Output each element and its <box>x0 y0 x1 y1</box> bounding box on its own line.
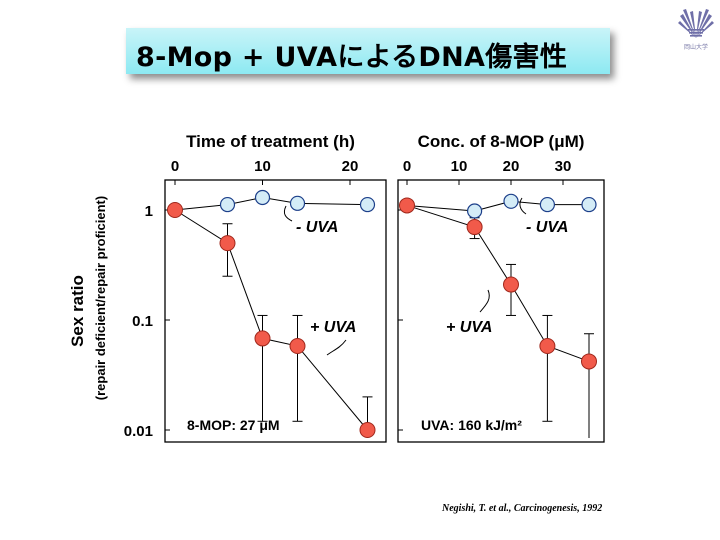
x-tick-label: 10 <box>254 158 271 175</box>
point-plus-uva <box>167 202 183 218</box>
x-tick-label: 10 <box>451 158 468 175</box>
annotation-arrow-right-minus <box>519 197 527 215</box>
x-axis-label: Time of treatment (h) <box>186 132 355 151</box>
x-tick-label: 0 <box>171 158 179 175</box>
x-axis-label: Conc. of 8-MOP (μM) <box>418 132 585 151</box>
point-minus-uva <box>359 196 376 213</box>
point-plus-uva <box>399 197 415 214</box>
title-box: 8-Mop + UVAによるDNA傷害性 <box>126 28 610 74</box>
panel-annotation: UVA: 160 kJ/m² <box>421 417 522 433</box>
series-label-plus-uva: + UVA <box>446 319 492 336</box>
point-minus-uva <box>289 195 306 211</box>
panel-frame <box>397 179 605 443</box>
panel-frame <box>164 179 387 443</box>
point-plus-uva <box>581 353 597 370</box>
annotation-arrow-left-minus <box>283 205 293 222</box>
slide-title: 8-Mop + UVAによるDNA傷害性 <box>136 42 568 73</box>
logo-text: 岡山大学 <box>683 45 708 51</box>
citation: Negishi, T. et al., Carcinogenesis, 1992 <box>442 503 603 514</box>
point-plus-uva <box>219 235 236 252</box>
series-line-minus-uva <box>174 196 368 211</box>
x-tick-label: 20 <box>503 158 520 175</box>
annotation-arrow-right-plus <box>479 289 490 313</box>
point-minus-uva <box>467 203 483 219</box>
series-line-minus-uva <box>406 200 589 212</box>
point-plus-uva <box>359 422 376 438</box>
point-plus-uva <box>503 276 519 293</box>
point-minus-uva <box>254 189 271 206</box>
wing-emblem-icon <box>678 9 714 38</box>
point-plus-uva <box>539 338 556 355</box>
y-axis-sublabel: (repair deficient/repair proficient) <box>93 196 108 400</box>
y-tick-label: 1 <box>145 203 153 220</box>
point-plus-uva <box>254 330 271 347</box>
y-axis-label: Sex ratio <box>68 275 87 347</box>
annotation-arrow-left-plus <box>326 339 347 356</box>
y-tick-label: 0.01 <box>124 423 153 440</box>
point-plus-uva <box>289 338 306 355</box>
series-label-minus-uva: - UVA <box>526 219 568 236</box>
x-tick-label: 0 <box>403 158 411 175</box>
point-plus-uva <box>466 219 483 236</box>
point-minus-uva <box>539 196 556 213</box>
point-minus-uva <box>503 193 519 209</box>
point-minus-uva <box>219 196 236 213</box>
x-tick-label: 20 <box>342 158 359 175</box>
university-logo: 岡山大学 <box>676 4 716 51</box>
point-minus-uva <box>581 196 597 213</box>
series-label-plus-uva: + UVA <box>310 319 356 336</box>
x-tick-label: 30 <box>555 158 572 175</box>
panel-annotation: 8-MOP: 27 μM <box>187 417 280 433</box>
series-label-minus-uva: - UVA <box>296 219 338 236</box>
y-tick-label: 0.1 <box>132 313 153 330</box>
